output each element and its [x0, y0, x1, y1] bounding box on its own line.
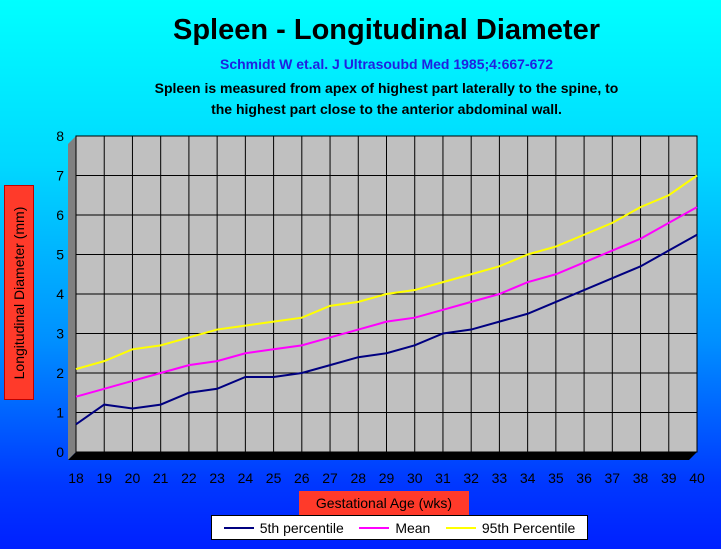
x-tick-label: 25	[266, 470, 282, 486]
x-tick-label: 26	[294, 470, 310, 486]
x-tick-label: 20	[125, 470, 141, 486]
x-tick-label: 22	[181, 470, 197, 486]
legend-label-5th-percentile: 5th percentile	[259, 519, 344, 536]
plot-border	[75, 135, 698, 453]
legend-item-95th-percentile: 95th Percentile	[445, 519, 576, 536]
legend-swatch-95th-percentile	[445, 526, 476, 529]
plot-side-wall	[68, 136, 76, 460]
chart-title: Spleen - Longitudinal Diameter	[173, 14, 600, 46]
x-tick-label: 35	[548, 470, 564, 486]
legend: 5th percentile Mean 95th Percentile	[211, 515, 588, 540]
series-line-2	[75, 174, 698, 371]
chart-description-line-1: Spleen is measured from apex of highest …	[154, 80, 619, 96]
legend-swatch-mean	[359, 526, 390, 529]
x-tick-label: 18	[68, 470, 84, 486]
x-tick-label: 37	[605, 470, 621, 486]
y-axis-title: Longitudinal Diameter (mm)	[4, 185, 34, 400]
y-tick-label: 0	[56, 444, 64, 460]
x-tick-label: 23	[209, 470, 225, 486]
plot-floor	[68, 452, 697, 460]
y-tick-label: 4	[56, 286, 64, 302]
x-tick-label: 33	[492, 470, 508, 486]
x-tick-label: 34	[520, 470, 536, 486]
x-axis-title: Gestational Age (wks)	[299, 491, 469, 515]
y-tick-label: 2	[56, 365, 64, 381]
y-tick-label: 3	[56, 326, 64, 342]
x-tick-label: 27	[322, 470, 338, 486]
x-tick-label: 40	[689, 470, 705, 486]
y-tick-label: 8	[56, 128, 64, 144]
x-tick-label: 39	[661, 470, 677, 486]
y-tick-label: 7	[56, 168, 64, 184]
legend-swatch-5th-percentile	[223, 526, 254, 529]
x-tick-label: 28	[350, 470, 366, 486]
y-tick-label: 1	[56, 405, 64, 421]
chart-subtitle: Schmidt W et.al. J Ultrasoubd Med 1985;4…	[220, 56, 553, 72]
series-line-1	[75, 206, 698, 398]
x-tick-label: 31	[435, 470, 451, 486]
x-tick-label: 32	[463, 470, 479, 486]
x-tick-label: 30	[407, 470, 423, 486]
x-tick-label: 24	[238, 470, 254, 486]
legend-item-mean: Mean	[359, 520, 430, 536]
y-tick-label: 5	[56, 247, 64, 263]
legend-label-mean: Mean	[395, 519, 431, 536]
legend-item-5th-percentile: 5th percentile	[223, 519, 344, 536]
x-tick-label: 36	[576, 470, 592, 486]
y-axis-title-text: Longitudinal Diameter (mm)	[11, 206, 27, 379]
y-tick-label: 6	[56, 207, 64, 223]
x-tick-label: 29	[379, 470, 395, 486]
chart-description-line-2: the highest part close to the anterior a…	[211, 101, 562, 117]
series-line-0	[75, 233, 698, 426]
x-tick-label: 21	[153, 470, 169, 486]
legend-label-95th-percentile: 95th Percentile	[481, 519, 576, 536]
x-tick-label: 38	[633, 470, 649, 486]
x-tick-label: 19	[96, 470, 112, 486]
